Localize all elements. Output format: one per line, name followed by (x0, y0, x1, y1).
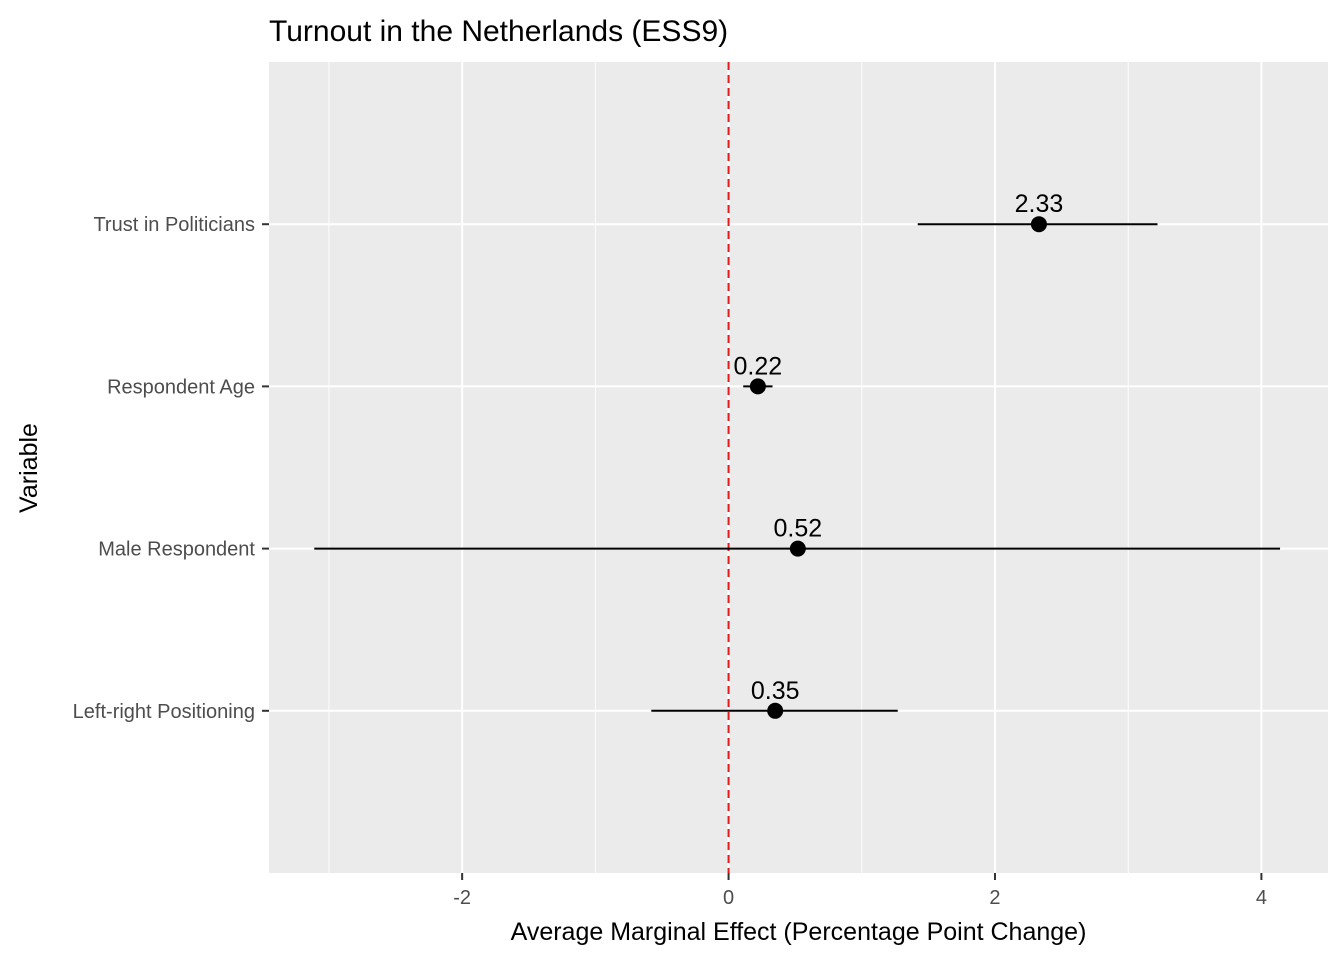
plot-panel (269, 62, 1328, 873)
data-label: 0.52 (773, 515, 822, 543)
chart-title: Turnout in the Netherlands (ESS9) (269, 15, 728, 48)
y-tick-label: Left-right Positioning (73, 701, 255, 723)
data-label: 0.35 (751, 677, 800, 705)
y-tick-label: Respondent Age (107, 376, 255, 398)
x-tick-label: 0 (723, 887, 734, 909)
point-estimate (767, 702, 784, 719)
y-tick-label: Trust in Politicians (93, 214, 255, 236)
data-labels: 2.33 0.22 0.52 0.35 (734, 190, 1064, 705)
x-tick-label: 4 (1256, 887, 1267, 909)
x-axis-title: Average Marginal Effect (Percentage Poin… (511, 918, 1087, 946)
data-label: 2.33 (1015, 190, 1064, 218)
y-tick-label: Male Respondent (98, 539, 255, 561)
point-estimate (1030, 216, 1047, 233)
point-estimate (749, 378, 766, 395)
x-axis: -2 0 2 4 (453, 873, 1267, 909)
x-tick-label: 2 (989, 887, 1000, 909)
y-axis-title: Variable (15, 423, 43, 513)
y-axis: Trust in Politicians Respondent Age Male R… (73, 214, 269, 723)
x-tick-label: -2 (453, 887, 471, 909)
minor-gridlines (328, 62, 1129, 873)
point-estimates (749, 216, 1047, 719)
data-label: 0.22 (734, 352, 783, 380)
point-estimate (789, 540, 806, 557)
